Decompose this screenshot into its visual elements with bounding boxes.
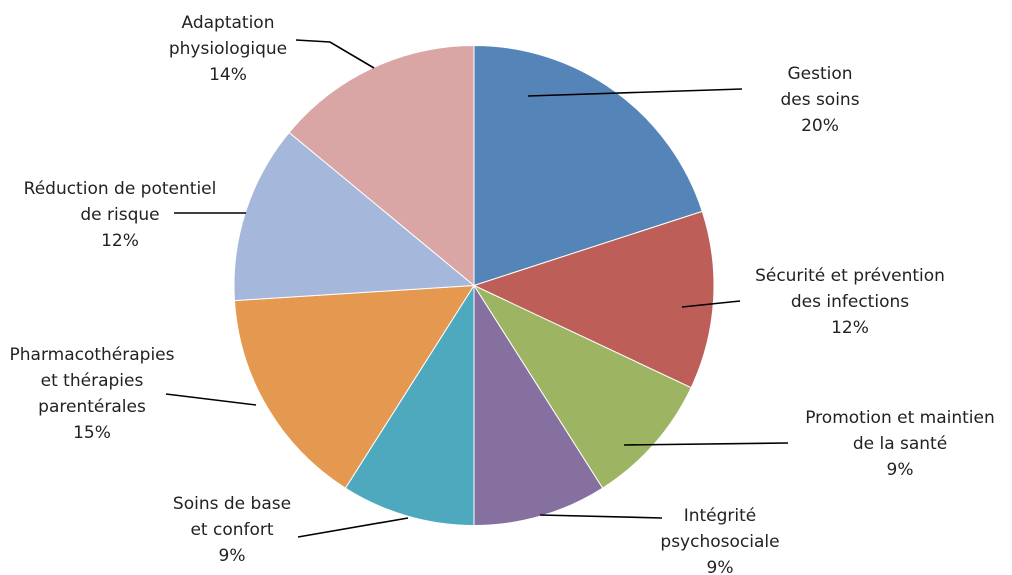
slice-percent: 20% [801,116,839,136]
pie-slice-6 [233,284,475,489]
slice-label-3: Promotion et maintien de la santé 9% [805,408,995,480]
slice-label-line: Gestion [787,64,852,84]
slice-label-line: Pharmacothérapies [10,345,175,365]
slice-label-7: Réduction de potentiel de risque 12% [24,179,217,251]
slice-labels: Gestion des soins 20% Sécurité et préventio… [10,13,995,575]
leader-line-6 [165,393,257,406]
slice-label-2: Sécurité et prévention des infections 12% [755,266,945,338]
pie-slice-2 [472,210,715,389]
leader-line-8 [295,39,375,69]
slice-label-line: Promotion et maintien [805,408,995,428]
pie-slice-8 [288,44,475,287]
slice-label-8: Adaptation physiologique 14% [169,13,287,85]
slice-label-line: des infections [791,292,909,312]
leader-line-4 [539,514,663,519]
slice-percent: 12% [101,231,139,251]
leader-line-3 [623,442,789,446]
slice-label-line: Soins de base [173,494,291,514]
slice-label-line: parentérales [38,397,146,417]
slice-label-line: et confort [190,520,273,540]
slice-label-1: Gestion des soins 20% [780,64,859,136]
slice-percent: 9% [219,546,246,566]
leader-line-5 [297,517,409,538]
slice-label-4: Intégrité psychosociale 9% [660,506,779,575]
slice-percent: 9% [707,558,734,575]
leader-line-2 [681,300,741,308]
slice-label-line: de risque [80,205,159,225]
slice-label-line: des soins [780,90,859,110]
slice-label-line: et thérapies [41,371,144,391]
slice-label-5: Soins de base et confort 9% [173,494,291,566]
slice-label-line: de la santé [853,434,947,454]
slice-percent: 14% [209,65,247,85]
pie-slice-4 [473,283,604,527]
pie-slice-7 [233,131,476,302]
slice-label-line: physiologique [169,39,287,59]
pie-slice-5 [344,283,475,527]
slice-label-line: Adaptation [182,13,275,33]
slice-percent: 9% [887,460,914,480]
leader-lines [165,39,789,538]
pie-slice-1 [473,44,703,287]
slice-percent: 15% [73,423,111,443]
slice-label-line: Réduction de potentiel [24,179,217,199]
leader-line-1 [527,88,743,97]
pie-slices [233,44,715,527]
slice-label-line: Intégrité [684,506,757,526]
slice-label-6: Pharmacothérapies et thérapies parentérale… [10,345,175,443]
slice-label-line: Sécurité et prévention [755,266,945,286]
slice-label-line: psychosociale [660,532,779,552]
slice-percent: 12% [831,318,869,338]
